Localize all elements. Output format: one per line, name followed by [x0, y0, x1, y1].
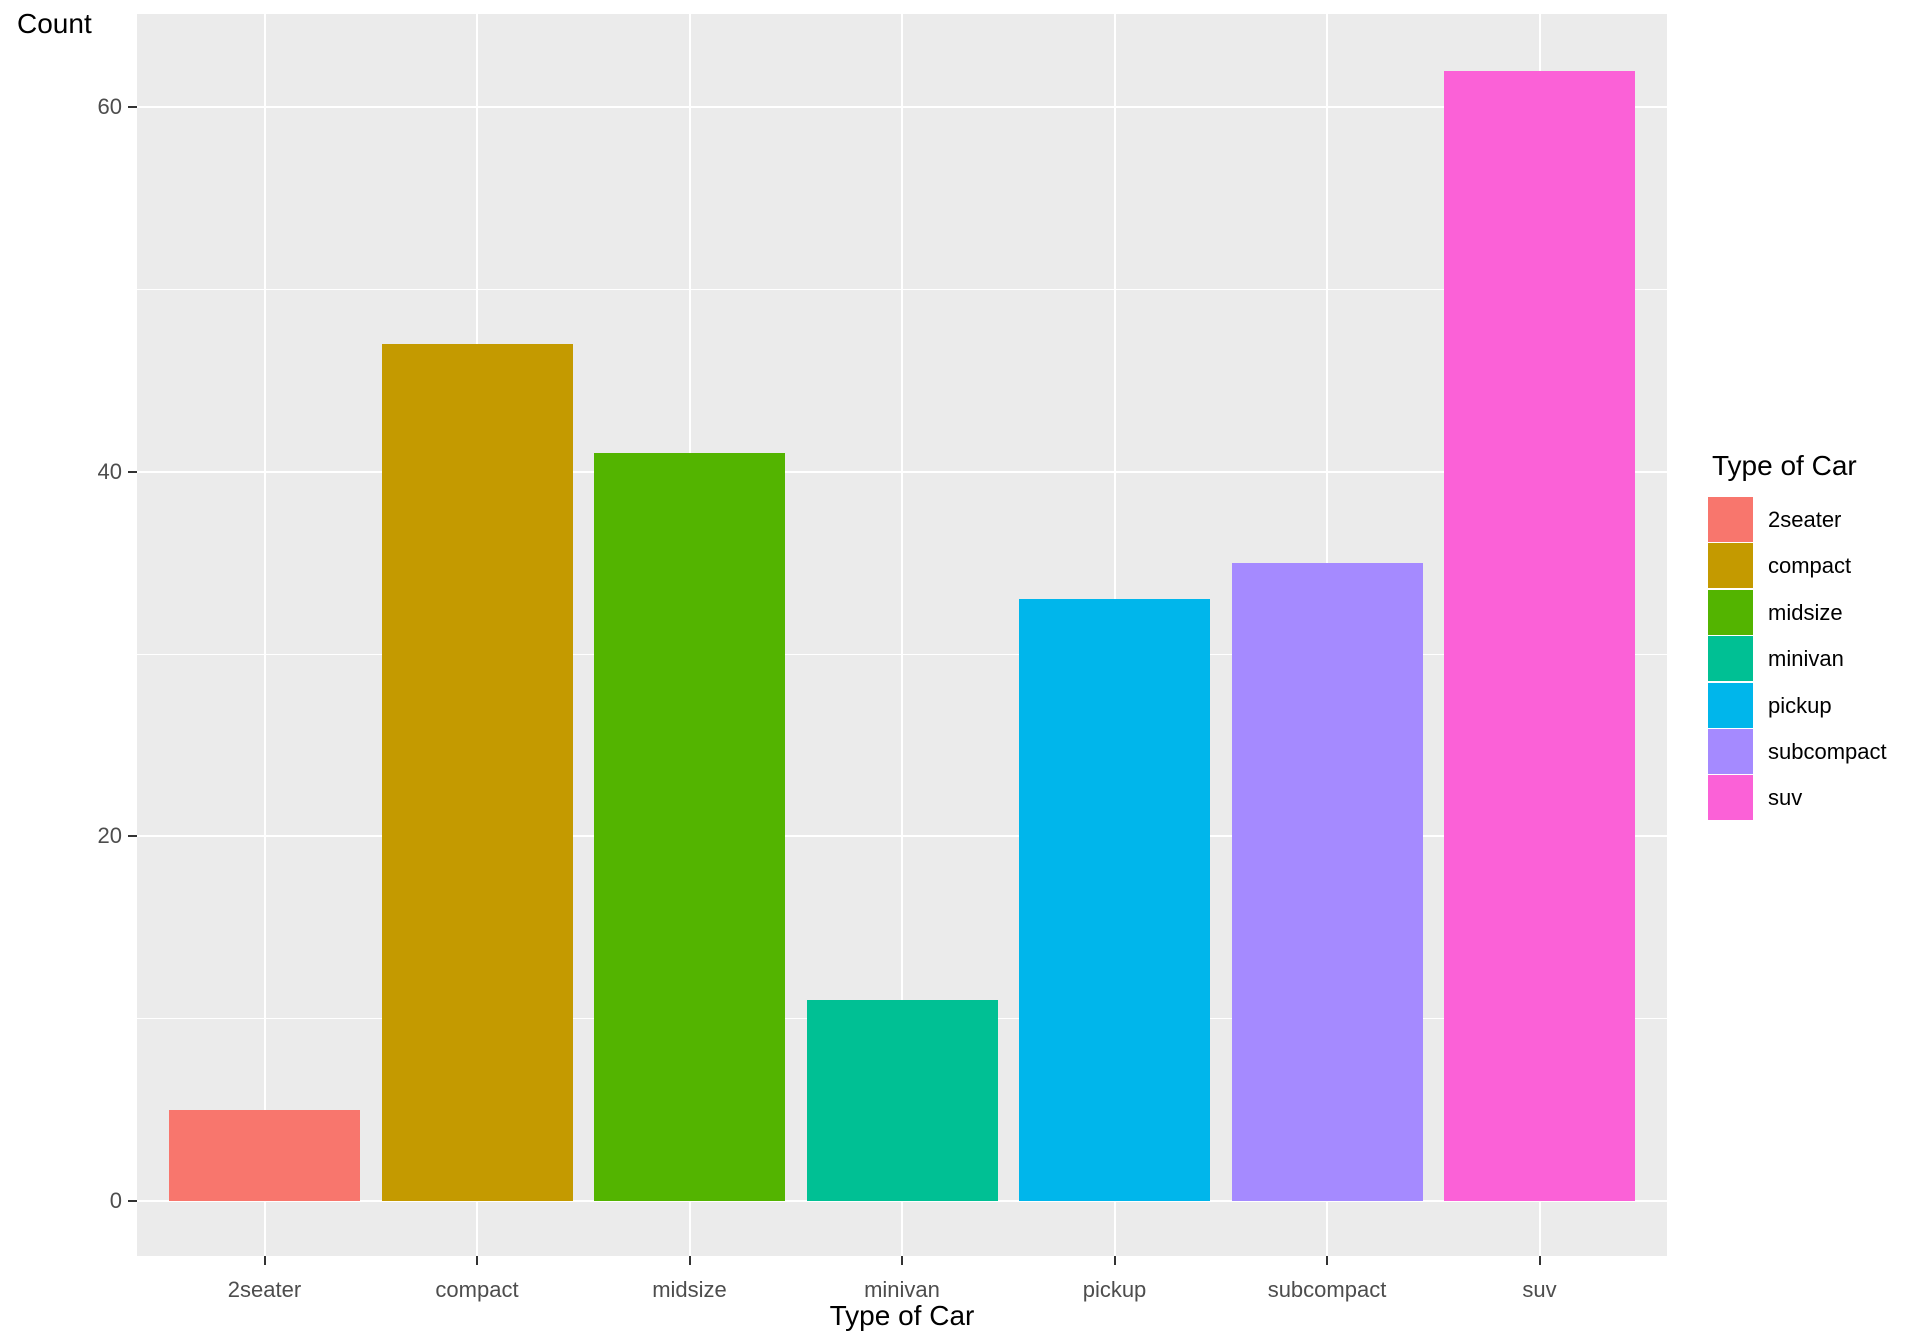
y-tick-label: 0 [109, 1188, 122, 1213]
bar-2seater [169, 1109, 360, 1201]
y-tick-label: 40 [97, 458, 122, 484]
legend-label-compact: compact [1768, 553, 1852, 579]
x-gridline-minivan [901, 14, 903, 1256]
x-tick-label-minivan: minivan [864, 1277, 940, 1302]
x-tick [901, 1256, 903, 1265]
x-tick-label-suv: suv [1522, 1277, 1557, 1302]
y-tick [128, 106, 137, 109]
legend-swatch-midsize [1708, 589, 1753, 635]
plot-panel [137, 14, 1667, 1256]
x-tick [263, 1256, 266, 1265]
y-tick [128, 1200, 137, 1202]
legend-swatch-minivan [1708, 636, 1753, 682]
legend-swatch-subcompact [1708, 729, 1753, 774]
legend-label-pickup: pickup [1768, 692, 1832, 718]
legend-label-2seater: 2seater [1768, 507, 1842, 532]
legend-label-minivan: minivan [1768, 646, 1844, 672]
y-tick-label: 20 [97, 823, 122, 849]
legend-swatch-suv [1708, 775, 1753, 821]
x-gridline-2seater [263, 14, 266, 1256]
bar-suv [1444, 70, 1635, 1201]
x-tick-label-subcompact: subcompact [1267, 1277, 1387, 1302]
bar-pickup [1019, 599, 1210, 1201]
y-tick-label: 60 [97, 94, 122, 120]
bar-subcompact [1231, 562, 1423, 1201]
bar-minivan [806, 1000, 998, 1201]
x-axis-title: Type of Car [829, 1300, 975, 1331]
x-tick [1113, 1256, 1116, 1265]
legend-label-suv: suv [1768, 785, 1803, 811]
x-tick-label-2seater: 2seater [227, 1277, 302, 1302]
x-tick [688, 1256, 691, 1265]
x-tick [476, 1256, 478, 1265]
legend-swatch-pickup [1708, 682, 1753, 728]
x-tick-label-midsize: midsize [652, 1277, 727, 1302]
y-tick [128, 835, 137, 838]
legend-label-midsize: midsize [1768, 599, 1843, 625]
legend-label-subcompact: subcompact [1768, 739, 1887, 764]
bar-midsize [594, 453, 785, 1201]
legend-swatch-compact [1708, 543, 1753, 589]
x-tick [1538, 1256, 1541, 1265]
legend-title: Type of Car [1712, 450, 1857, 481]
y-axis-title: Count [17, 8, 92, 39]
x-tick-label-pickup: pickup [1082, 1277, 1147, 1302]
y-tick [128, 470, 137, 473]
x-tick-label-compact: compact [435, 1277, 519, 1302]
legend-swatch-2seater [1708, 497, 1753, 542]
bar-compact [381, 344, 573, 1201]
x-tick [1326, 1256, 1328, 1265]
